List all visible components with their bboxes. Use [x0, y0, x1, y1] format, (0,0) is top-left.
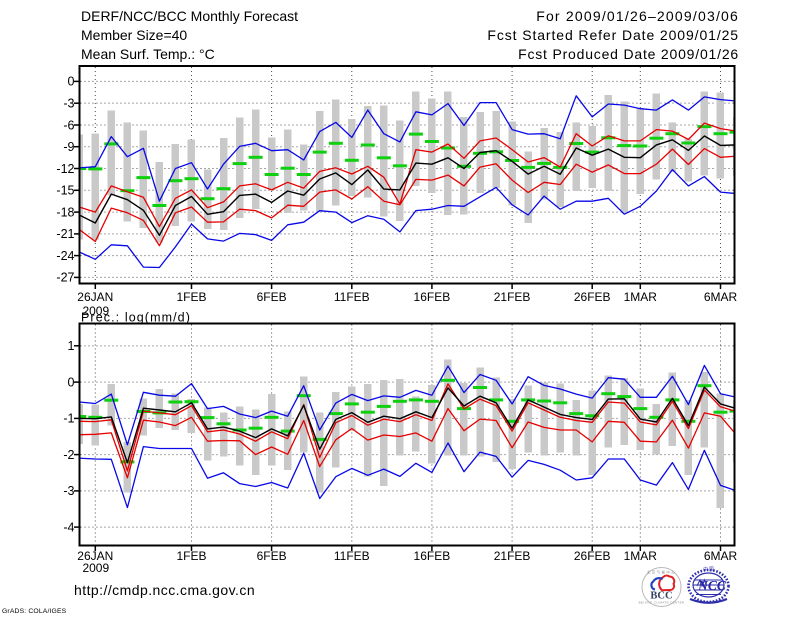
svg-text:-12: -12 — [56, 162, 74, 176]
svg-text:6FEB: 6FEB — [257, 549, 287, 563]
svg-text:16FEB: 16FEB — [414, 549, 451, 563]
svg-text:GrADS: COLA/IGES: GrADS: COLA/IGES — [2, 608, 67, 615]
svg-text:Mean Surf. Temp.: °C: Mean Surf. Temp.: °C — [81, 46, 215, 62]
svg-text:11FEB: 11FEB — [334, 290, 370, 304]
svg-text:BCC: BCC — [650, 591, 672, 602]
svg-text:26FEB: 26FEB — [574, 290, 611, 304]
svg-text:6FEB: 6FEB — [257, 290, 287, 304]
svg-text:-15: -15 — [56, 184, 74, 198]
svg-text:中 国: 中 国 — [703, 566, 714, 573]
svg-text:NCC: NCC — [697, 578, 727, 593]
svg-text:0: 0 — [68, 375, 75, 389]
svg-text:21FEB: 21FEB — [494, 549, 531, 563]
svg-text:1MAR: 1MAR — [624, 549, 658, 563]
svg-text:Fcst Produced Date 2009/01/26: Fcst Produced Date 2009/01/26 — [518, 46, 739, 62]
svg-text:http://cmdp.ncc.cma.gov.cn: http://cmdp.ncc.cma.gov.cn — [74, 582, 255, 598]
svg-text:1FEB: 1FEB — [176, 290, 206, 304]
svg-text:-6: -6 — [63, 118, 74, 132]
svg-text:-9: -9 — [63, 140, 74, 154]
svg-text:11FEB: 11FEB — [334, 549, 370, 563]
svg-text:6MAR: 6MAR — [704, 549, 738, 563]
svg-text:-3: -3 — [63, 97, 74, 111]
svg-text:-4: -4 — [63, 520, 74, 534]
svg-text:-18: -18 — [56, 205, 74, 219]
svg-text:26FEB: 26FEB — [574, 549, 611, 563]
svg-text:-3: -3 — [63, 484, 74, 498]
svg-text:21FEB: 21FEB — [494, 290, 531, 304]
svg-text:2009: 2009 — [82, 304, 109, 318]
svg-text:Fcst Started Refer Date 2009/0: Fcst Started Refer Date 2009/01/25 — [487, 27, 739, 43]
svg-text:-2: -2 — [63, 448, 74, 462]
svg-text:北京气候中心: 北京气候中心 — [647, 570, 676, 575]
svg-text:Member Size=40: Member Size=40 — [81, 27, 187, 43]
svg-text:Prec.: log(mm/d): Prec.: log(mm/d) — [81, 311, 191, 325]
svg-text:BEIJING CLIMATE CENTER: BEIJING CLIMATE CENTER — [639, 601, 685, 605]
svg-text:For 2009/01/26–2009/03/06: For 2009/01/26–2009/03/06 — [536, 8, 739, 24]
svg-text:1MAR: 1MAR — [624, 290, 658, 304]
svg-text:16FEB: 16FEB — [414, 290, 451, 304]
svg-text:6MAR: 6MAR — [704, 290, 738, 304]
svg-text:26JAN: 26JAN — [77, 290, 113, 304]
svg-text:0: 0 — [68, 75, 75, 89]
svg-text:-24: -24 — [56, 249, 74, 263]
svg-text:1: 1 — [68, 339, 75, 353]
svg-text:-21: -21 — [56, 227, 74, 241]
svg-text:-1: -1 — [63, 412, 74, 426]
svg-text:2009: 2009 — [82, 561, 109, 575]
svg-text:DERF/NCC/BCC Monthly Forecast: DERF/NCC/BCC Monthly Forecast — [81, 8, 298, 24]
svg-text:1FEB: 1FEB — [176, 549, 206, 563]
svg-text:26JAN: 26JAN — [77, 549, 113, 563]
svg-text:-27: -27 — [56, 271, 74, 285]
